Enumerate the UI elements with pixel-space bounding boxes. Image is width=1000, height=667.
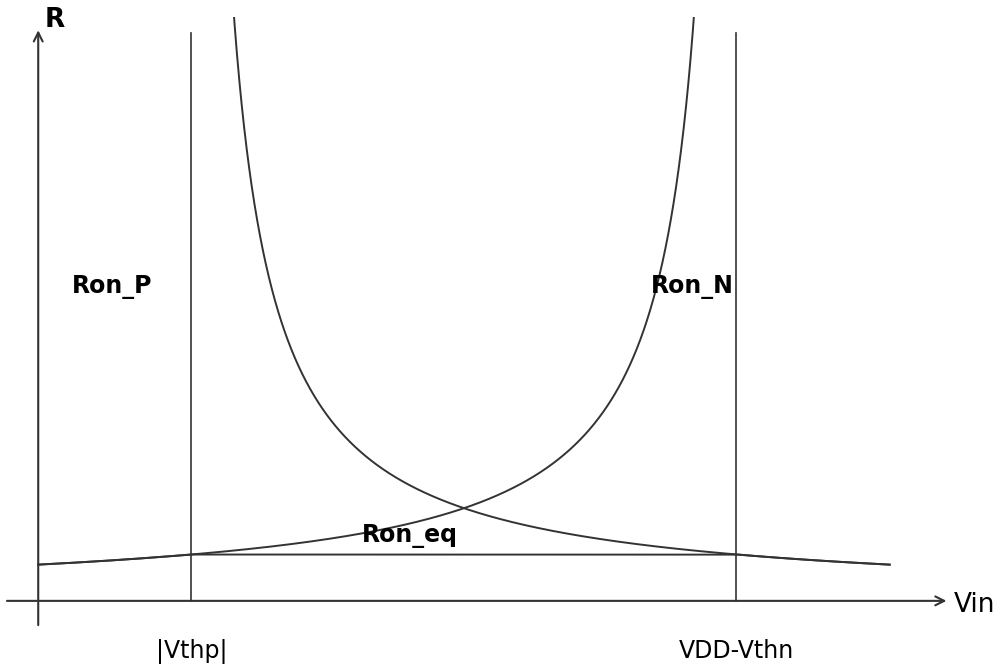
Text: Ron_eq: Ron_eq bbox=[362, 524, 458, 548]
Text: R: R bbox=[45, 7, 65, 33]
Text: Vin: Vin bbox=[954, 592, 995, 618]
Text: VDD-Vthn: VDD-Vthn bbox=[679, 639, 794, 663]
Text: |Vthp|: |Vthp| bbox=[156, 639, 227, 664]
Text: Ron_P: Ron_P bbox=[72, 275, 153, 299]
Text: Ron_N: Ron_N bbox=[651, 275, 734, 299]
